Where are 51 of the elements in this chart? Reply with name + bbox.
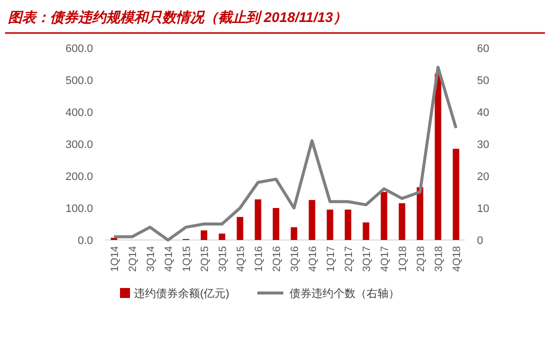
bar <box>308 200 316 240</box>
y2-tick-label: 60 <box>477 43 490 55</box>
x-tick-label: 3Q17 <box>361 246 373 272</box>
x-tick-label: 4Q17 <box>379 246 391 272</box>
x-tick-label: 1Q14 <box>109 246 121 272</box>
x-tick-label: 2Q18 <box>415 246 427 272</box>
x-tick-label: 4Q18 <box>451 246 463 272</box>
line-series <box>112 66 458 242</box>
bar <box>380 192 388 240</box>
y2-tick-label: 10 <box>477 203 490 215</box>
y2-tick-label: 0 <box>477 235 484 247</box>
bar <box>254 199 262 240</box>
chart-title: 图表：债券违约规模和只数情况（截止到 2018/11/13） <box>8 9 347 25</box>
x-tick-label: 1Q15 <box>181 246 193 272</box>
x-tick-label: 2Q14 <box>127 246 139 272</box>
legend-label: 债券违约个数（右轴） <box>289 287 400 300</box>
x-tick-label: 1Q16 <box>253 246 265 272</box>
x-tick-label: 3Q18 <box>433 246 445 272</box>
bar <box>290 227 298 240</box>
y-tick-label: 400.0 <box>65 107 93 119</box>
y2-tick-label: 50 <box>477 75 490 87</box>
y2-tick-label: 40 <box>477 107 490 119</box>
x-tick-label: 2Q16 <box>271 246 283 272</box>
bar <box>218 234 226 240</box>
y-tick-label: 500.0 <box>65 75 93 87</box>
x-tick-label: 4Q16 <box>307 246 319 272</box>
y2-tick-label: 30 <box>477 139 490 151</box>
bar <box>272 208 280 240</box>
y-tick-label: 0.0 <box>78 235 93 247</box>
x-tick-label: 1Q18 <box>397 246 409 272</box>
bar <box>326 210 334 240</box>
bar <box>344 210 352 240</box>
y-tick-label: 200.0 <box>65 171 93 183</box>
bar <box>362 222 370 240</box>
bar <box>452 148 460 240</box>
y-tick-label: 300.0 <box>65 139 93 151</box>
x-tick-label: 1Q17 <box>325 246 337 272</box>
y2-tick-label: 20 <box>477 171 490 183</box>
x-tick-label: 2Q15 <box>199 246 211 272</box>
x-tick-label: 3Q15 <box>217 246 229 272</box>
x-tick-label: 3Q14 <box>145 246 157 272</box>
legend-label: 违约债券余额(亿元) <box>134 287 230 300</box>
y-tick-label: 600.0 <box>65 43 93 55</box>
x-tick-label: 4Q15 <box>235 246 247 272</box>
bar <box>236 216 244 240</box>
bar <box>398 203 406 240</box>
y-tick-label: 100.0 <box>65 203 93 215</box>
bar <box>200 230 208 240</box>
x-tick-label: 3Q16 <box>289 246 301 272</box>
x-tick-label: 2Q17 <box>343 246 355 272</box>
x-tick-label: 4Q14 <box>163 246 175 272</box>
